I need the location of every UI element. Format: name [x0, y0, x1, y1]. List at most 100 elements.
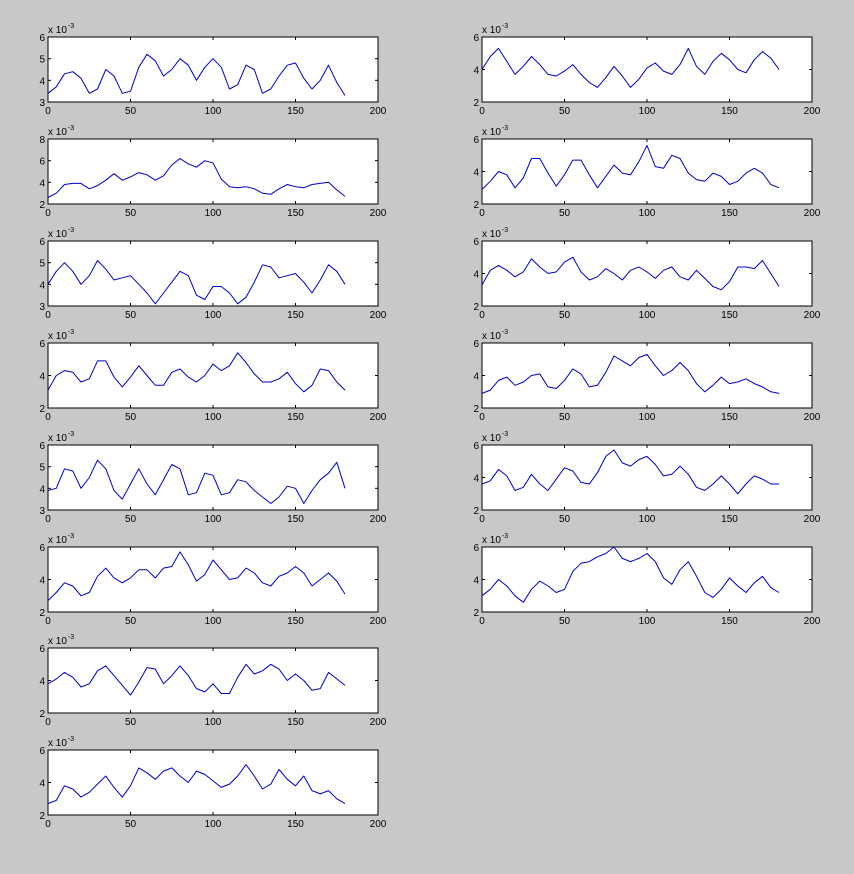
x-tick-label: 200: [804, 106, 821, 117]
axis-multiplier-power: -3: [502, 431, 508, 438]
x-tick-label: 150: [287, 310, 304, 321]
axis-multiplier: x 10-3: [48, 736, 74, 749]
axis-multiplier: x 10-3: [482, 125, 508, 138]
x-tick-label: 0: [479, 412, 485, 423]
axis-multiplier-power: -3: [502, 23, 508, 30]
x-tick-label: 50: [125, 106, 137, 117]
axes-box: [481, 138, 813, 205]
subplot-2: 0 50 100 150 200 2 4 6 8x 10-3: [39, 125, 386, 219]
axis-multiplier-base: x 10: [48, 636, 67, 647]
x-tick-label: 100: [205, 616, 222, 627]
x-tick-label: 200: [370, 514, 387, 525]
axis-multiplier-power: -3: [68, 329, 74, 336]
x-tick-label: 50: [125, 616, 137, 627]
x-tick-label: 0: [479, 616, 485, 627]
axis-multiplier: x 10-3: [48, 23, 74, 36]
x-tick-label: 200: [370, 310, 387, 321]
x-tick-label: 100: [205, 514, 222, 525]
x-tick-label: 200: [370, 208, 387, 219]
x-tick-label: 50: [125, 412, 137, 423]
x-tick-label: 100: [639, 310, 656, 321]
x-tick-label: 0: [479, 310, 485, 321]
x-tick-label: 150: [287, 208, 304, 219]
x-tick-label: 200: [370, 412, 387, 423]
x-tick-label: 50: [559, 514, 571, 525]
x-tick-label: 200: [370, 616, 387, 627]
y-tick-label: 3: [39, 98, 45, 109]
series-line: [481, 353, 780, 394]
axes-box: [481, 342, 813, 409]
subplot-4: 0 50 100 150 200 2 4 6x 10-3: [39, 329, 386, 423]
axis-multiplier: x 10-3: [48, 533, 74, 546]
y-tick-label: 6: [39, 339, 45, 350]
x-tick-label: 150: [287, 616, 304, 627]
x-tick-label: 0: [45, 819, 51, 830]
y-tick-label: 4: [473, 168, 479, 179]
axes-box: [47, 138, 379, 205]
axis-multiplier-power: -3: [68, 125, 74, 132]
x-tick-label: 0: [45, 412, 51, 423]
axis-multiplier: x 10-3: [48, 125, 74, 138]
x-tick-label: 150: [721, 310, 738, 321]
y-tick-label: 3: [39, 506, 45, 517]
y-tick-label: 2: [39, 404, 45, 415]
x-tick-label: 200: [804, 616, 821, 627]
y-tick-label: 4: [39, 76, 45, 87]
axes-box: [47, 240, 379, 307]
y-tick-label: 3: [39, 302, 45, 313]
axis-multiplier-base: x 10: [482, 535, 501, 546]
subplot-5: 0 50 100 150 200 3 4 5 6x 10-3: [39, 431, 386, 525]
series-line: [47, 551, 346, 601]
axis-multiplier: x 10-3: [48, 431, 74, 444]
x-tick-label: 150: [721, 106, 738, 117]
x-tick-label: 150: [287, 412, 304, 423]
x-tick-label: 150: [721, 616, 738, 627]
x-tick-label: 0: [45, 514, 51, 525]
series-line: [47, 260, 346, 305]
axis-multiplier-power: -3: [68, 431, 74, 438]
y-tick-label: 6: [39, 543, 45, 554]
subplot-10: 0 50 100 150 200 2 4 6x 10-3: [473, 125, 820, 219]
x-tick-label: 50: [125, 717, 137, 728]
y-tick-label: 6: [39, 644, 45, 655]
series-line: [481, 449, 779, 495]
x-tick-label: 0: [45, 616, 51, 627]
y-tick-label: 2: [473, 302, 479, 313]
axis-multiplier: x 10-3: [482, 329, 508, 342]
y-tick-label: 2: [473, 98, 479, 109]
axes-box: [47, 36, 379, 103]
y-tick-label: 2: [39, 811, 45, 822]
series-line: [481, 47, 780, 88]
y-tick-label: 4: [39, 280, 45, 291]
x-tick-label: 100: [205, 106, 222, 117]
axes-box: [47, 546, 379, 613]
axis-multiplier-base: x 10: [482, 331, 501, 342]
subplot-7: 0 50 100 150 200 2 4 6x 10-3: [39, 634, 386, 728]
x-tick-label: 100: [205, 717, 222, 728]
series-line: [481, 256, 780, 291]
x-tick-label: 50: [125, 310, 137, 321]
axis-multiplier: x 10-3: [482, 533, 508, 546]
axis-multiplier-power: -3: [502, 227, 508, 234]
axis-multiplier-power: -3: [68, 227, 74, 234]
y-tick-label: 4: [39, 779, 45, 790]
x-tick-label: 200: [370, 819, 387, 830]
axis-multiplier-power: -3: [68, 533, 74, 540]
x-tick-label: 100: [639, 208, 656, 219]
axis-multiplier-base: x 10: [48, 331, 67, 342]
y-tick-label: 6: [39, 746, 45, 757]
x-tick-label: 200: [370, 106, 387, 117]
axis-multiplier-base: x 10: [48, 433, 67, 444]
y-tick-label: 6: [473, 339, 479, 350]
y-tick-label: 4: [473, 576, 479, 587]
y-tick-label: 6: [39, 441, 45, 452]
axes-box: [481, 444, 813, 511]
subplot-14: 0 50 100 150 200 2 4 6x 10-3: [473, 533, 820, 627]
x-tick-label: 200: [804, 310, 821, 321]
axis-multiplier-base: x 10: [482, 229, 501, 240]
subplot-11: 0 50 100 150 200 2 4 6x 10-3: [473, 227, 820, 321]
axis-multiplier-power: -3: [68, 634, 74, 641]
x-tick-label: 150: [721, 412, 738, 423]
axis-multiplier-power: -3: [502, 329, 508, 336]
x-tick-label: 150: [287, 717, 304, 728]
